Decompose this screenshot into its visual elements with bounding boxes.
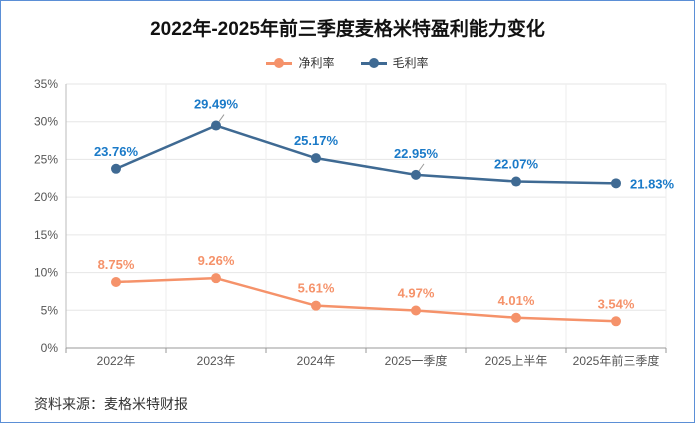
- y-tick-label: 15%: [34, 228, 58, 242]
- data-label: 23.76%: [94, 144, 139, 159]
- data-label: 3.54%: [598, 296, 635, 311]
- x-tick-label: 2025年前三季度: [573, 353, 660, 368]
- series-line-1: [115, 124, 617, 185]
- data-label: 5.61%: [298, 281, 335, 296]
- legend-swatch-net-margin: [266, 57, 293, 68]
- data-label: 21.83%: [630, 176, 675, 191]
- legend: 净利率 毛利率: [0, 54, 695, 71]
- legend-item-net-margin[interactable]: 净利率: [266, 54, 335, 71]
- legend-item-gross-margin[interactable]: 毛利率: [360, 54, 429, 71]
- x-tick-label: 2022年: [97, 354, 136, 368]
- y-tick-label: 10%: [34, 266, 58, 280]
- data-point: [311, 300, 321, 311]
- y-tick-label: 0%: [41, 341, 59, 355]
- data-point: [211, 273, 221, 284]
- label-leader-line: [218, 114, 225, 122]
- y-tick-label: 20%: [34, 190, 58, 204]
- data-label: 29.49%: [194, 97, 239, 112]
- data-label: 9.26%: [198, 253, 235, 268]
- data-label: 8.75%: [98, 257, 135, 272]
- data-label: 4.01%: [498, 293, 535, 308]
- x-tick-label: 2024年: [297, 354, 336, 368]
- legend-swatch-gross-margin: [360, 57, 387, 68]
- chart-title: 2022年-2025年前三季度麦格米特盈利能力变化: [150, 19, 545, 40]
- source-note: 资料来源：麦格米特财报: [34, 396, 188, 412]
- data-point: [111, 277, 121, 287]
- x-tick-label: 2023年: [197, 354, 236, 368]
- y-tick-label: 25%: [34, 152, 58, 166]
- legend-label-net-margin: 净利率: [298, 56, 335, 70]
- data-point: [611, 316, 621, 327]
- data-point: [611, 178, 621, 189]
- data-point: [411, 169, 421, 180]
- y-tick-label: 5%: [41, 303, 59, 317]
- series-line-0: [115, 276, 617, 323]
- x-tick-label: 2025上半年: [485, 354, 548, 368]
- data-point: [211, 120, 221, 131]
- label-leader-line: [418, 163, 425, 172]
- data-label: 25.17%: [294, 133, 339, 148]
- data-point: [511, 176, 521, 187]
- y-tick-label: 35%: [34, 77, 58, 91]
- data-label: 22.07%: [494, 157, 539, 172]
- legend-label-gross-margin: 毛利率: [392, 56, 429, 70]
- data-point: [411, 305, 421, 316]
- data-point: [511, 312, 521, 323]
- data-point: [111, 163, 121, 174]
- x-tick-label: 2025一季度: [385, 353, 448, 368]
- data-point: [311, 153, 321, 164]
- data-label: 4.97%: [398, 286, 435, 301]
- y-tick-label: 30%: [34, 115, 58, 129]
- data-label: 22.95%: [394, 146, 439, 161]
